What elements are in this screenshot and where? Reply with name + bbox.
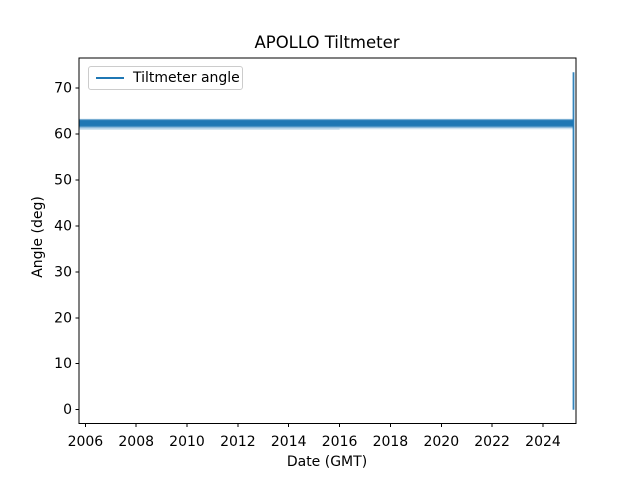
legend-entry-label: Tiltmeter angle xyxy=(133,70,240,86)
y-tick-label: 10 xyxy=(54,356,72,372)
axes-frame xyxy=(78,57,577,424)
y-tick-label: 30 xyxy=(54,264,72,280)
x-tick-label: 2022 xyxy=(474,434,510,450)
x-tick-label: 2020 xyxy=(423,434,459,450)
legend: Tiltmeter angle xyxy=(88,66,243,90)
x-tick-label: 2014 xyxy=(271,434,307,450)
x-tick-label: 2024 xyxy=(525,434,561,450)
tiltmeter-angle-band xyxy=(79,128,340,130)
x-tick-label: 2010 xyxy=(169,434,205,450)
x-tick-label: 2012 xyxy=(220,434,256,450)
x-tick-label: 2006 xyxy=(68,434,104,450)
y-tick-label: 70 xyxy=(54,80,72,96)
x-tick-label: 2018 xyxy=(373,434,409,450)
x-axis-label: Date (GMT) xyxy=(286,454,368,470)
x-tick-label: 2008 xyxy=(118,434,154,450)
x-tick-label: 2016 xyxy=(322,434,358,450)
legend-line-sample xyxy=(96,77,124,79)
chart-title: APOLLO Tiltmeter xyxy=(254,33,400,52)
y-axis-label: Angle (deg) xyxy=(30,196,46,278)
y-tick-label: 0 xyxy=(63,402,72,418)
y-tick-label: 50 xyxy=(54,172,72,188)
y-tick-label: 20 xyxy=(54,310,72,326)
y-tick-label: 60 xyxy=(54,126,72,142)
tiltmeter-angle-band xyxy=(79,120,574,126)
y-tick-label: 40 xyxy=(54,218,72,234)
